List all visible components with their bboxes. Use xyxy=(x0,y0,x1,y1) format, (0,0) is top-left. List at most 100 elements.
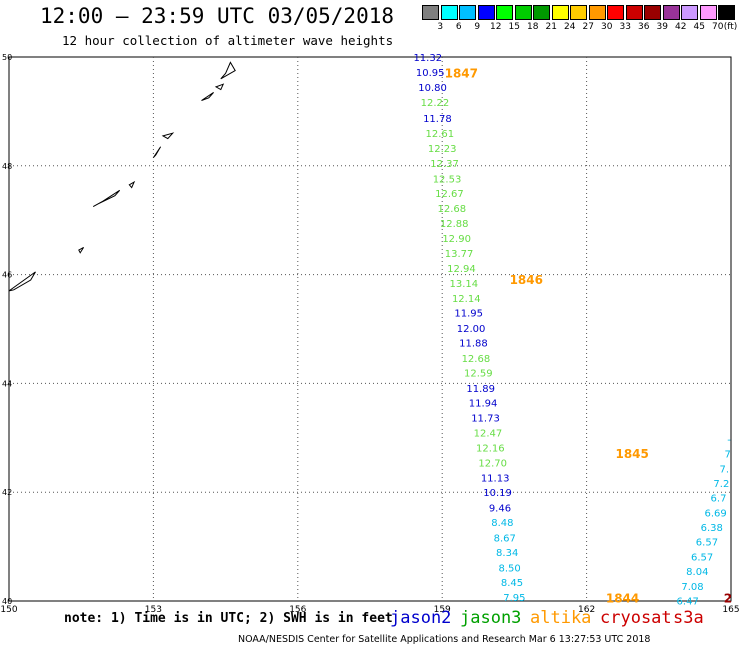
wave-height-label: 12.90 xyxy=(442,234,471,245)
mission-jason2: jason2 xyxy=(390,608,452,628)
legend-swatch xyxy=(681,5,699,20)
legend-swatch xyxy=(718,5,736,20)
legend-label: 3 xyxy=(437,22,444,32)
edge-label: 2 xyxy=(724,591,732,605)
coastline xyxy=(152,146,162,158)
wave-height-label: 11.32 xyxy=(413,53,442,64)
wave-height-label: 12.70 xyxy=(478,458,507,469)
map-frame xyxy=(8,56,732,602)
wave-height-label: 8.67 xyxy=(494,533,516,544)
wave-height-label: 13.14 xyxy=(450,279,479,290)
wave-height-label: 10.80 xyxy=(418,83,447,94)
legend-label: 12 xyxy=(490,22,502,32)
lon-tick-label: 159 xyxy=(434,605,451,615)
wave-height-label: 11.95 xyxy=(454,309,483,320)
legend-swatch xyxy=(422,5,440,20)
lat-tick-label: 46 xyxy=(2,271,12,280)
legend-label: 6 xyxy=(455,22,462,32)
wave-height-label: 6.7 xyxy=(711,494,727,505)
wave-height-label: 12.00 xyxy=(457,324,486,335)
legend-swatch xyxy=(551,5,569,20)
wave-height-label: 7.95 xyxy=(503,593,525,604)
lon-tick-label: 156 xyxy=(289,605,306,615)
legend-label: 18 xyxy=(527,22,539,32)
wave-height-label: 11.89 xyxy=(466,384,495,395)
pass-time-label: 1844 xyxy=(606,591,639,605)
legend-swatch xyxy=(459,5,477,20)
wave-height-label: - xyxy=(727,435,731,446)
wave-height-label: 12.23 xyxy=(428,144,457,155)
legend-label: 21 xyxy=(545,22,557,32)
wave-height-label: 7.08 xyxy=(681,582,703,593)
wave-height-label: 11.88 xyxy=(459,339,488,350)
wave-height-label: 8.34 xyxy=(496,548,518,559)
pass-time-label: 1845 xyxy=(615,447,648,461)
lat-tick-label: 48 xyxy=(2,162,12,171)
wave-height-label: 10.19 xyxy=(483,488,512,499)
coastline xyxy=(201,91,214,101)
wave-height-label: 12.14 xyxy=(452,294,481,305)
legend-label: 70 xyxy=(712,22,724,32)
wave-height-label: 12.88 xyxy=(440,219,469,230)
wave-height-label: 8.48 xyxy=(491,518,513,529)
legend-swatch xyxy=(662,5,680,20)
coastline xyxy=(161,132,175,140)
wave-height-label: 10.95 xyxy=(416,68,445,79)
coastline xyxy=(214,83,225,91)
wave-height-label: 12.59 xyxy=(464,369,493,380)
wave-height-label: 11.73 xyxy=(471,414,500,425)
wave-height-label: 12.37 xyxy=(430,159,459,170)
legend-label: 27 xyxy=(582,22,594,32)
map-title: 12:00 – 23:59 UTC 03/05/2018 xyxy=(40,4,395,28)
mission-altika: altika xyxy=(530,608,592,628)
wave-height-label: 12.68 xyxy=(438,204,467,215)
wave-height-label: 8.50 xyxy=(498,563,520,574)
wave-height-label: 8.45 xyxy=(501,578,523,589)
wave-height-label: 7 xyxy=(724,450,730,461)
legend-swatch xyxy=(440,5,458,20)
legend-label: 45 xyxy=(693,22,705,32)
lon-tick-label: 162 xyxy=(578,605,595,615)
coastline xyxy=(92,189,121,208)
wave-height-label: 6.47 xyxy=(677,596,699,607)
mission-s3a: s3a xyxy=(673,608,704,628)
wave-height-label: 11.78 xyxy=(423,114,452,125)
lon-tick-label: 165 xyxy=(722,605,739,615)
wave-height-label: 7. xyxy=(719,464,729,475)
legend-swatch xyxy=(607,5,625,20)
wave-height-label: 6.38 xyxy=(701,523,723,534)
coastline xyxy=(220,61,236,80)
lat-tick-label: 44 xyxy=(2,379,12,388)
wave-height-label: 8.04 xyxy=(686,567,708,578)
coastline xyxy=(8,271,36,292)
wave-height-label: 12.94 xyxy=(447,264,476,275)
legend-swatch xyxy=(496,5,514,20)
lon-tick-label: 153 xyxy=(145,605,162,615)
units-note: note: 1) Time is in UTC; 2) SWH is in fe… xyxy=(64,611,393,626)
map-subtitle: 12 hour collection of altimeter wave hei… xyxy=(62,33,394,48)
credit-footer: NOAA/NESDIS Center for Satellite Applica… xyxy=(238,634,651,645)
mission-cryosat: cryosat xyxy=(600,608,672,628)
legend-swatch xyxy=(533,5,551,20)
legend-label: 33 xyxy=(619,22,631,32)
wave-height-label: 6.57 xyxy=(696,538,718,549)
legend-label: 39 xyxy=(656,22,668,32)
legend-swatch xyxy=(570,5,588,20)
wave-height-label: 12.61 xyxy=(425,129,454,140)
legend-label: 9 xyxy=(474,22,481,32)
wave-height-legend: 3 6 9 12 15 18 21 24 27 30 33 36 39 42 45 70 (ft) xyxy=(422,5,738,35)
wave-height-label: 12.67 xyxy=(435,189,464,200)
legend-unit: (ft) xyxy=(723,22,738,32)
wave-height-label: 12.47 xyxy=(474,428,503,439)
wave-height-label: 6.69 xyxy=(704,508,726,519)
lat-tick-label: 40 xyxy=(2,597,12,606)
wave-height-label: 11.94 xyxy=(469,398,498,409)
lon-tick-label: 150 xyxy=(0,605,17,615)
legend-swatch xyxy=(699,5,717,20)
coastline xyxy=(128,180,136,189)
wave-height-label: 6.57 xyxy=(691,552,713,563)
mission-jason3: jason3 xyxy=(460,608,522,628)
coastline xyxy=(78,246,85,254)
